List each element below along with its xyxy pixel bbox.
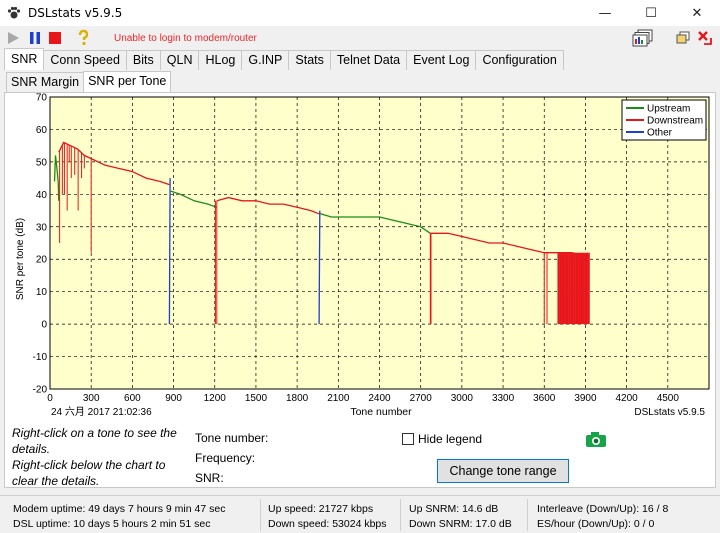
status-message: Unable to login to modem/router [114, 33, 257, 44]
status-bar: Modem uptime: 49 days 7 hours 9 min 47 s… [0, 495, 720, 533]
main-tabs: SNR Conn Speed Bits QLN HLog G.INP Stats… [4, 48, 564, 70]
y-tick-label: -20 [33, 385, 48, 396]
series-upstream [53, 155, 60, 201]
series-upstream [170, 190, 218, 208]
y-tick-label: 60 [36, 125, 48, 136]
x-tick-label: 3000 [451, 393, 474, 404]
tab-configuration[interactable]: Configuration [475, 50, 564, 70]
x-tick-label: 2700 [410, 393, 433, 404]
hint-line-2: Right-click below the chart to clear the… [12, 458, 166, 488]
down-snrm: Down SNRM: 17.0 dB [409, 518, 512, 530]
tab-hlog[interactable]: HLog [198, 50, 243, 70]
window-title: DSLstats v5.9.5 [28, 6, 123, 20]
x-tick-label: 0 [47, 393, 53, 404]
restore-icon[interactable] [674, 29, 692, 47]
x-tick-label: 4200 [616, 393, 639, 404]
sub-tabs: SNR Margin SNR per Tone [6, 71, 172, 92]
exit-icon[interactable] [696, 29, 714, 47]
x-tick-label: 2100 [327, 393, 350, 404]
y-tick-label: 30 [36, 222, 48, 233]
maximize-button[interactable]: ☐ [645, 5, 657, 21]
minimize-button[interactable]: — [598, 5, 612, 21]
snr-label: SNR: [195, 471, 224, 485]
play-icon[interactable] [4, 29, 22, 47]
y-tick-label: 20 [36, 255, 48, 266]
snr-per-tone-chart[interactable]: 0 300 600 900 1200 1500 1800 2100 2400 2700 3000 33… [5, 93, 715, 423]
x-tick-label: 600 [124, 393, 141, 404]
tab-qln[interactable]: QLN [159, 50, 200, 70]
es-per-hour: ES/hour (Down/Up): 0 / 0 [537, 518, 655, 530]
up-speed: Up speed: 21727 kbps [268, 503, 374, 515]
chart-watermark: DSLstats v5.9.5 [634, 407, 705, 418]
interleave: Interleave (Down/Up): 16 / 8 [537, 503, 669, 515]
y-tick-label: 50 [36, 157, 48, 168]
tab-event-log[interactable]: Event Log [406, 50, 477, 70]
x-tick-label: 1200 [204, 393, 227, 404]
x-tick-label: 3300 [492, 393, 515, 404]
y-axis-label: SNR per tone (dB) [15, 218, 26, 300]
tab-snr-per-tone[interactable]: SNR per Tone [83, 71, 172, 92]
pause-icon[interactable] [26, 29, 44, 47]
x-tick-label: 4500 [657, 393, 680, 404]
x-tick-label: 2400 [368, 393, 391, 404]
y-tick-label: 40 [36, 190, 48, 201]
series-other [168, 178, 171, 325]
hide-legend-label[interactable]: Hide legend [418, 432, 483, 446]
frequency-label: Frequency: [195, 451, 256, 465]
dsl-uptime: DSL uptime: 10 days 5 hours 2 min 51 sec [13, 518, 211, 530]
toolbar: Unable to login to modem/router [0, 26, 720, 50]
series-downstream [216, 196, 320, 215]
x-tick-label: 1800 [286, 393, 309, 404]
series-other [318, 210, 321, 325]
down-speed: Down speed: 53024 kbps [268, 518, 387, 530]
x-tick-label: 3600 [533, 393, 556, 404]
legend-entry: Upstream [647, 104, 690, 115]
title-bar: DSLstats v5.9.5 — ☐ ✕ [0, 0, 720, 26]
up-snrm: Up SNRM: 14.6 dB [409, 503, 499, 515]
hide-legend-checkbox[interactable] [402, 433, 414, 445]
modem-uptime: Modem uptime: 49 days 7 hours 9 min 47 s… [13, 503, 226, 515]
y-tick-label: 70 [36, 93, 48, 104]
close-button[interactable]: ✕ [691, 5, 703, 21]
series-upstream [320, 213, 431, 234]
tab-bits[interactable]: Bits [125, 50, 161, 70]
hint-line-1: Right-click on a tone to see the details… [12, 426, 177, 456]
change-tone-range-button[interactable]: Change tone range [437, 459, 569, 483]
x-axis-label: Tone number [350, 406, 412, 418]
stop-icon[interactable] [46, 29, 64, 47]
paw-icon [7, 6, 21, 19]
y-tick-label: 0 [41, 320, 47, 331]
tab-snr-margin[interactable]: SNR Margin [6, 72, 85, 92]
chart-panel: 0 300 600 900 1200 1500 1800 2100 2400 2700 3000 33… [4, 92, 716, 488]
legend-entry: Other [647, 128, 673, 139]
tab-ginp[interactable]: G.INP [241, 50, 290, 70]
screenshots-icon[interactable] [632, 29, 654, 47]
tab-telnet-data[interactable]: Telnet Data [329, 50, 408, 70]
chart-timestamp: 24 六月 2017 21:02:36 [51, 406, 152, 418]
x-tick-label: 900 [165, 393, 182, 404]
tab-snr[interactable]: SNR [4, 48, 45, 70]
series-downstream [430, 232, 590, 257]
y-tick-label: -10 [33, 352, 48, 363]
hint-text: Right-click on a tone to see the details… [12, 425, 182, 489]
y-tick-label: 10 [36, 287, 48, 298]
legend-entry: Downstream [647, 116, 703, 127]
x-tick-label: 3900 [574, 393, 597, 404]
tone-number-label: Tone number: [195, 431, 269, 445]
x-tick-label: 1500 [245, 393, 268, 404]
tab-stats[interactable]: Stats [288, 50, 331, 70]
x-tick-label: 300 [83, 393, 100, 404]
tab-conn-speed[interactable]: Conn Speed [43, 50, 127, 70]
help-icon[interactable] [74, 29, 92, 47]
camera-icon[interactable] [585, 431, 607, 448]
